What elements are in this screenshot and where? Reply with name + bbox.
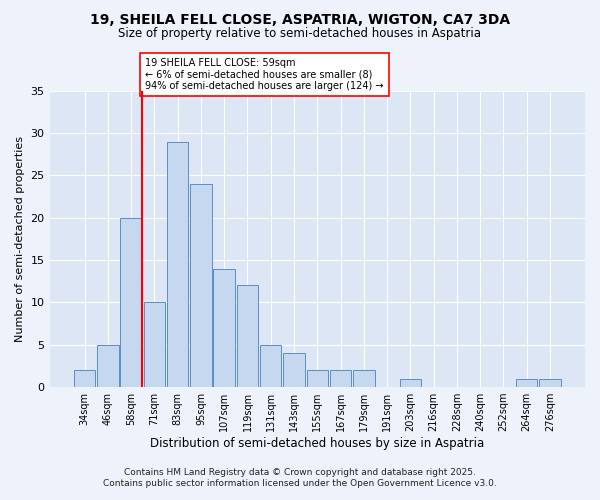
Text: Size of property relative to semi-detached houses in Aspatria: Size of property relative to semi-detach… <box>119 28 482 40</box>
Text: 19, SHEILA FELL CLOSE, ASPATRIA, WIGTON, CA7 3DA: 19, SHEILA FELL CLOSE, ASPATRIA, WIGTON,… <box>90 12 510 26</box>
Bar <box>143 302 165 387</box>
Text: Contains HM Land Registry data © Crown copyright and database right 2025.
Contai: Contains HM Land Registry data © Crown c… <box>103 468 497 487</box>
Bar <box>237 286 258 387</box>
Bar <box>516 378 538 387</box>
Y-axis label: Number of semi-detached properties: Number of semi-detached properties <box>15 136 25 342</box>
Bar <box>74 370 95 387</box>
Bar <box>353 370 374 387</box>
Bar <box>97 344 119 387</box>
Bar <box>190 184 212 387</box>
Bar <box>283 353 305 387</box>
X-axis label: Distribution of semi-detached houses by size in Aspatria: Distribution of semi-detached houses by … <box>150 437 484 450</box>
Bar <box>121 218 142 387</box>
Bar <box>214 268 235 387</box>
Text: 19 SHEILA FELL CLOSE: 59sqm
← 6% of semi-detached houses are smaller (8)
94% of : 19 SHEILA FELL CLOSE: 59sqm ← 6% of semi… <box>145 58 384 90</box>
Bar <box>400 378 421 387</box>
Bar <box>307 370 328 387</box>
Bar <box>330 370 351 387</box>
Bar <box>167 142 188 387</box>
Bar <box>539 378 560 387</box>
Bar <box>260 344 281 387</box>
